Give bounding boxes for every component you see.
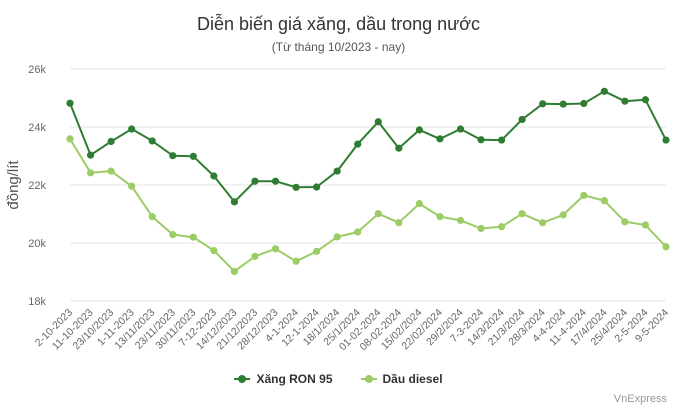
data-point-ron95[interactable] [107,137,115,146]
data-point-diesel[interactable] [313,247,321,256]
legend-swatch-ron95 [234,374,251,384]
data-point-diesel[interactable] [230,267,239,276]
legend-item-ron95[interactable]: Xăng RON 95 [234,372,333,386]
data-point-ron95[interactable] [559,100,567,108]
data-point-ron95[interactable] [169,152,177,160]
data-point-ron95[interactable] [477,136,485,144]
data-point-diesel[interactable] [292,257,300,265]
data-point-ron95[interactable] [580,99,588,108]
data-point-diesel[interactable] [169,230,177,239]
data-point-diesel[interactable] [621,218,629,226]
chart-subtitle: (Từ tháng 10/2023 - nay) [271,40,406,54]
data-point-diesel[interactable] [415,199,423,208]
data-point-diesel[interactable] [66,135,74,143]
y-tick-label: 20k [28,238,46,250]
data-point-diesel[interactable] [539,219,547,227]
data-point-diesel[interactable] [518,210,526,218]
data-point-ron95[interactable] [374,118,382,126]
data-point-ron95[interactable] [230,198,239,206]
data-point-ron95[interactable] [271,177,280,185]
data-point-diesel[interactable] [86,169,95,177]
grid-layer [70,68,666,302]
data-point-diesel[interactable] [128,182,136,190]
data-point-ron95[interactable] [641,96,650,104]
axis-layer: 18k20k22k24k26k2-10-202311-10-202323/10/… [28,64,671,353]
data-point-diesel[interactable] [641,221,650,229]
data-point-diesel[interactable] [251,252,259,260]
data-point-ron95[interactable] [518,115,526,124]
data-point-ron95[interactable] [251,177,259,185]
data-point-diesel[interactable] [148,213,156,221]
data-point-ron95[interactable] [600,87,608,95]
data-point-diesel[interactable] [477,224,485,233]
source-credit: VnExpress [613,393,667,405]
legend-swatch-diesel [360,374,377,384]
data-point-ron95[interactable] [189,152,197,160]
y-tick-label: 24k [28,122,46,134]
data-point-diesel[interactable] [662,243,670,251]
data-point-ron95[interactable] [66,99,74,107]
data-point-diesel[interactable] [436,213,444,221]
y-tick-label: 22k [28,180,46,192]
data-point-diesel[interactable] [374,210,382,218]
data-point-diesel[interactable] [354,228,362,236]
data-point-ron95[interactable] [313,183,321,191]
data-point-diesel[interactable] [333,233,341,241]
data-point-diesel[interactable] [107,167,115,175]
series-line-diesel [69,138,667,273]
data-point-diesel[interactable] [395,219,403,227]
data-point-ron95[interactable] [436,135,444,143]
y-tick-label: 26k [28,64,46,76]
data-point-ron95[interactable] [333,167,341,175]
data-point-ron95[interactable] [662,136,670,144]
data-point-diesel[interactable] [210,246,218,255]
y-axis-label: đồng/lít [5,160,22,210]
legend-item-diesel[interactable]: Dầu diesel [360,372,443,386]
series-layer [66,87,670,276]
legend: Xăng RON 95 Dầu diesel [0,372,677,386]
data-point-diesel[interactable] [456,216,465,224]
data-point-diesel[interactable] [600,197,608,205]
legend-label-diesel: Dầu diesel [382,372,443,386]
data-point-ron95[interactable] [395,144,403,152]
data-point-ron95[interactable] [210,172,218,180]
chart-title: Diễn biến giá xăng, dầu trong nước [196,14,481,34]
data-point-ron95[interactable] [128,125,136,133]
data-point-ron95[interactable] [86,151,95,159]
data-point-diesel[interactable] [497,223,506,231]
legend-label-ron95: Xăng RON 95 [256,372,333,386]
data-point-diesel[interactable] [189,233,197,241]
data-point-ron95[interactable] [539,100,547,108]
data-point-ron95[interactable] [148,137,156,145]
data-point-diesel[interactable] [559,211,567,219]
data-point-ron95[interactable] [497,136,506,144]
data-point-ron95[interactable] [292,183,300,191]
data-point-diesel[interactable] [580,191,588,200]
data-point-ron95[interactable] [354,140,362,148]
y-tick-label: 18k [28,296,46,308]
data-point-ron95[interactable] [456,125,465,133]
data-point-ron95[interactable] [621,97,629,105]
data-point-ron95[interactable] [415,126,423,134]
data-point-diesel[interactable] [271,245,280,253]
